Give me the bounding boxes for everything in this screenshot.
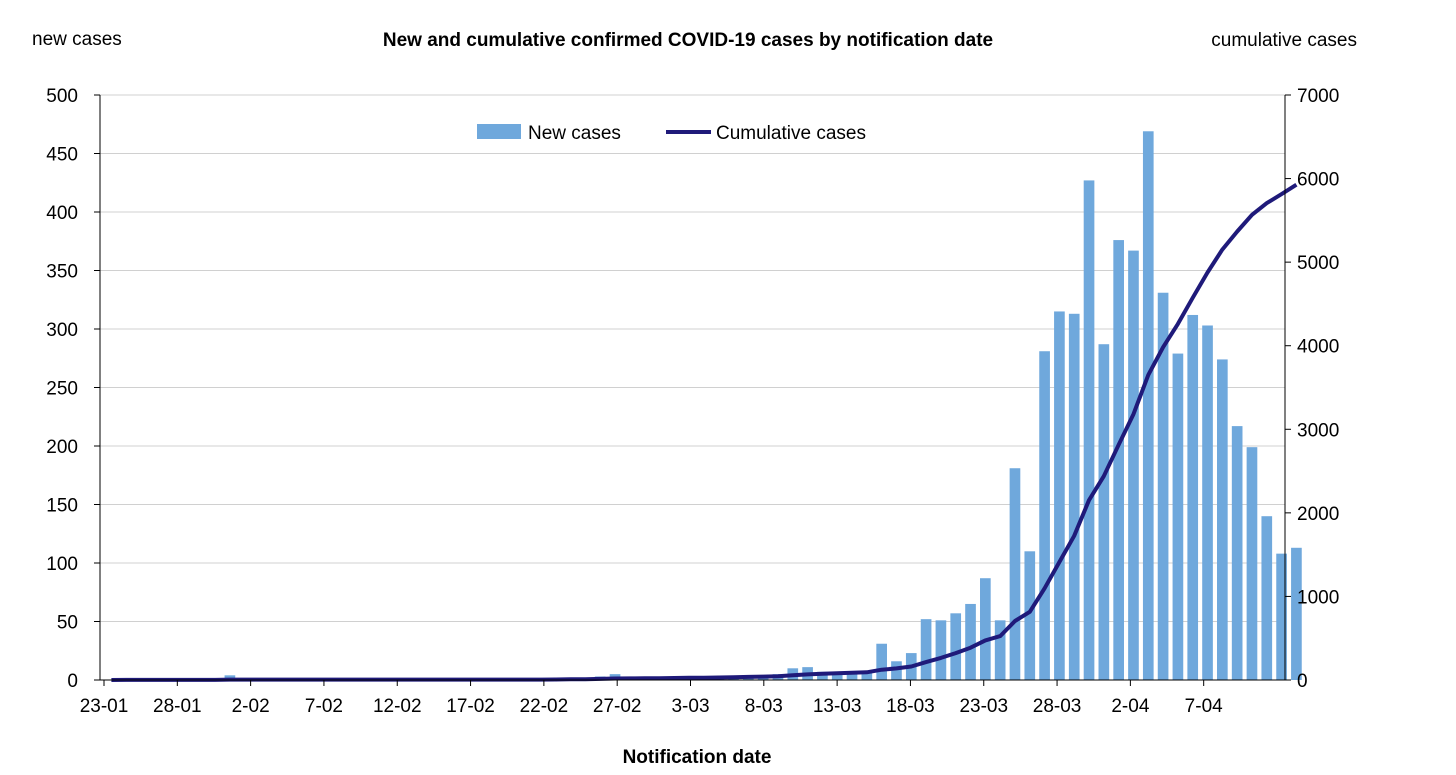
- x-axis-title: Notification date: [623, 747, 772, 768]
- bar: [1113, 240, 1124, 680]
- x-tick-label: 13-03: [813, 696, 862, 717]
- bar: [1202, 325, 1213, 680]
- bar: [994, 620, 1006, 680]
- y-left-tick-label: 450: [46, 145, 78, 166]
- bar: [876, 643, 887, 680]
- x-tick-label: 3-03: [671, 696, 709, 717]
- x-tick-label: 23-01: [80, 696, 129, 717]
- bar: [861, 672, 873, 680]
- legend: New cases Cumulative cases: [477, 123, 866, 144]
- bar: [965, 603, 976, 680]
- y-right-tick-label: 0: [1297, 671, 1308, 692]
- y-right-tick-label: 1000: [1297, 587, 1339, 608]
- bar: [1231, 426, 1243, 680]
- gridlines: [100, 94, 1285, 681]
- y-left-tick-label: 0: [67, 671, 78, 692]
- x-tick-label: 28-03: [1033, 696, 1082, 717]
- legend-label-cumulative-cases: Cumulative cases: [716, 123, 866, 144]
- axes: [94, 94, 1291, 686]
- bar: [1039, 351, 1050, 680]
- bar: [1054, 311, 1065, 680]
- x-tick-label: 8-03: [745, 696, 783, 717]
- y-left-tick-label: 100: [46, 554, 78, 575]
- x-tick-label: 2-04: [1111, 696, 1149, 717]
- y-left-tick-label: 350: [46, 262, 78, 283]
- y-left-tick-label: 500: [46, 86, 78, 107]
- bar: [980, 578, 991, 680]
- bar: [846, 672, 858, 680]
- bar: [1291, 547, 1302, 680]
- y-right-tick-label: 6000: [1297, 170, 1339, 191]
- y-right-tick-label: 2000: [1297, 504, 1339, 525]
- bar: [1261, 516, 1273, 680]
- bar: [1098, 344, 1110, 680]
- bar: [1157, 292, 1169, 680]
- bar: [1172, 353, 1184, 680]
- bar: [1246, 447, 1258, 680]
- x-tick-label: 2-02: [232, 696, 270, 717]
- bar: [817, 671, 828, 680]
- legend-label-new-cases: New cases: [528, 123, 621, 144]
- x-tick-label: 7-04: [1185, 696, 1223, 717]
- x-tick-label: 7-02: [305, 696, 343, 717]
- y-left-tick-label: 300: [46, 320, 78, 341]
- bar: [1187, 314, 1199, 680]
- legend-swatch-new-cases: [477, 124, 521, 139]
- bar: [1068, 313, 1080, 680]
- bar: [1024, 551, 1036, 680]
- bar: [1009, 468, 1021, 680]
- y-left-tick-label: 200: [46, 437, 78, 458]
- bar: [1276, 553, 1287, 680]
- y-right-tick-label: 3000: [1297, 420, 1339, 441]
- bar: [1217, 359, 1228, 680]
- bar: [1083, 180, 1095, 680]
- x-tick-label: 22-02: [520, 696, 569, 717]
- y-right-tick-label: 4000: [1297, 337, 1339, 358]
- bar: [831, 672, 843, 680]
- y-right-tick-label: 7000: [1297, 86, 1339, 107]
- x-tick-label: 27-02: [593, 696, 642, 717]
- chart-title: New and cumulative confirmed COVID-19 ca…: [383, 30, 993, 51]
- right-axis-label: cumulative cases: [1211, 30, 1357, 51]
- x-tick-label: 17-02: [446, 696, 495, 717]
- y-right-tick-label: 5000: [1297, 253, 1339, 274]
- x-tick-label: 18-03: [886, 696, 935, 717]
- y-left-tick-label: 150: [46, 496, 78, 517]
- bar: [935, 620, 947, 680]
- bar: [1142, 131, 1154, 680]
- bar: [920, 619, 932, 680]
- x-tick-label: 28-01: [153, 696, 202, 717]
- left-axis-label: new cases: [32, 29, 122, 50]
- y-left-tick-label: 400: [46, 203, 78, 224]
- tick-labels: 0501001502002503003504004505000100020003…: [46, 86, 1339, 717]
- y-left-tick-label: 250: [46, 379, 78, 400]
- bar: [1128, 250, 1139, 681]
- bar: [891, 661, 902, 680]
- bar: [950, 613, 962, 680]
- x-tick-label: 23-03: [959, 696, 1008, 717]
- y-left-tick-label: 50: [57, 613, 78, 634]
- bar-series-new-cases: [120, 131, 1302, 681]
- x-tick-label: 12-02: [373, 696, 422, 717]
